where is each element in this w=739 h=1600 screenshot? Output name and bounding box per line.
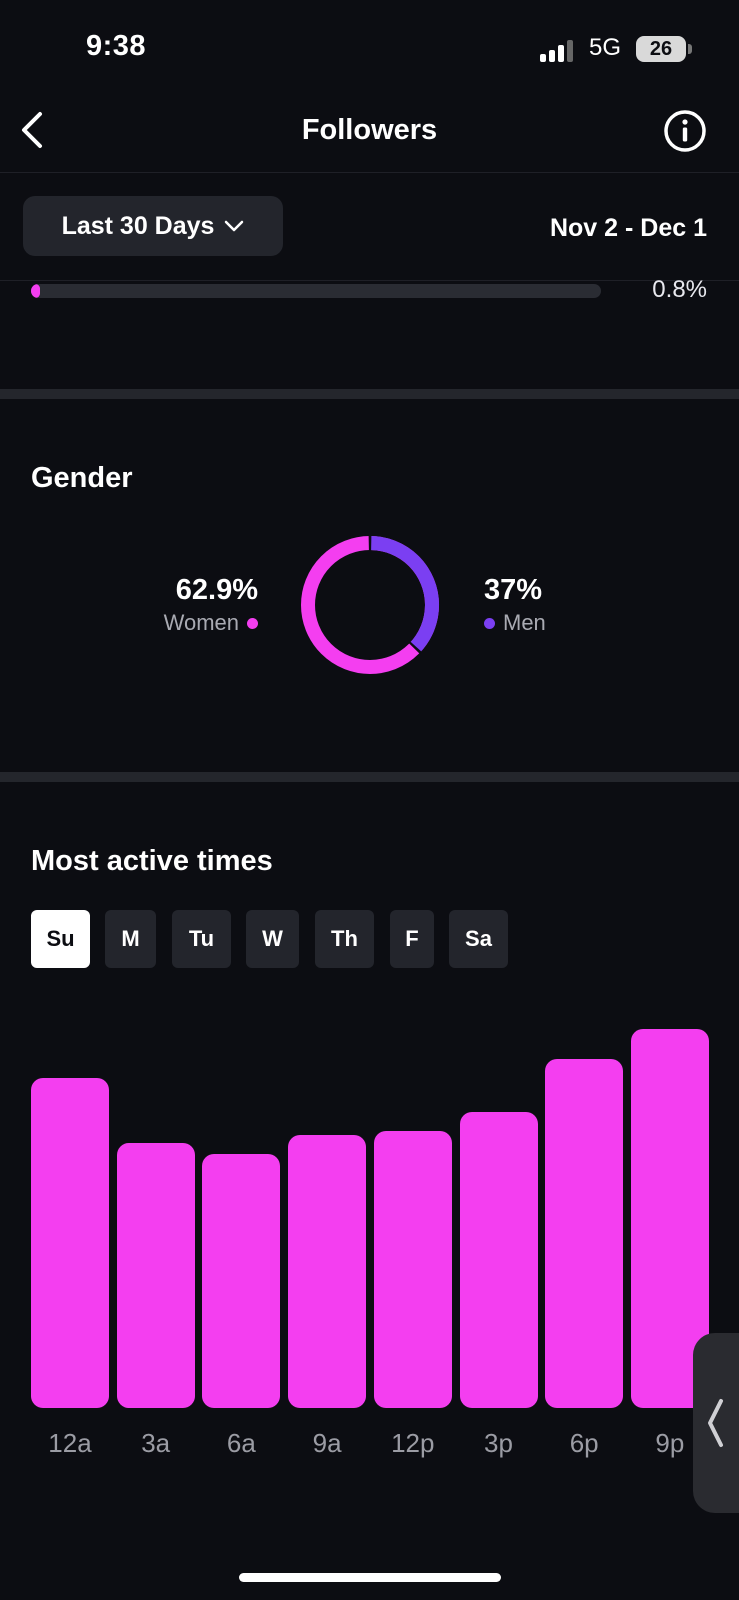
gender-title: Gender: [31, 462, 133, 494]
chart-bar-9a[interactable]: [288, 1135, 367, 1408]
men-stat: 37% Men: [484, 572, 624, 638]
chart-x-label: 12a: [48, 1428, 92, 1458]
info-icon[interactable]: [663, 109, 707, 153]
most-active-times-title: Most active times: [31, 845, 273, 877]
women-dot-icon: [247, 617, 258, 629]
signal-icon: [540, 38, 578, 62]
status-time: 9:38: [86, 30, 147, 62]
day-tab-tu[interactable]: Tu: [172, 910, 231, 968]
battery-icon: 26: [636, 36, 686, 62]
network-label: 5G: [589, 34, 622, 61]
location-percentage: 0.8%: [652, 276, 707, 303]
men-legend: Men: [484, 608, 624, 638]
date-range-dropdown-label: Last 30 Days: [61, 211, 215, 240]
chart-x-label: 3p: [484, 1428, 513, 1458]
day-tab-th[interactable]: Th: [315, 910, 374, 968]
chart-bar-6p[interactable]: [545, 1059, 624, 1408]
chart-x-label: 3a: [141, 1428, 171, 1458]
chart-bar-3p[interactable]: [459, 1112, 538, 1408]
side-panel-handle[interactable]: [693, 1333, 739, 1513]
home-indicator[interactable]: [239, 1573, 501, 1582]
page-title: Followers: [301, 114, 438, 146]
filter-divider: [0, 280, 739, 281]
day-tab-m[interactable]: M: [105, 910, 156, 968]
back-button[interactable]: [12, 108, 52, 152]
women-stat: 62.9% Women: [150, 572, 258, 638]
chart-x-label: 9a: [312, 1428, 342, 1458]
chart-x-label: 12p: [391, 1428, 435, 1458]
day-tab-sa[interactable]: Sa: [449, 910, 508, 968]
chart-bar-3a[interactable]: [116, 1142, 195, 1408]
chart-bar-12a[interactable]: [31, 1078, 109, 1408]
gender-donut-chart: [301, 535, 439, 674]
chevron-left-icon: [22, 112, 42, 148]
section-separator: [0, 389, 739, 399]
day-tab-f[interactable]: F: [390, 910, 434, 968]
chart-x-label: 6a: [226, 1428, 256, 1458]
chevron-down-icon: [225, 220, 244, 232]
men-label: Men: [503, 610, 546, 635]
location-progress-fill: [31, 284, 40, 298]
women-legend: Women: [150, 608, 258, 638]
location-progress-bar: [31, 284, 601, 298]
day-tab-su[interactable]: Su: [31, 910, 90, 968]
chevron-left-icon: [708, 1399, 723, 1447]
date-range-dropdown[interactable]: Last 30 Days: [23, 196, 283, 256]
men-percentage: 37%: [484, 574, 543, 606]
chart-x-label: 6p: [569, 1428, 599, 1458]
battery-cap: [688, 44, 692, 54]
date-range-text: Nov 2 - Dec 1: [549, 214, 707, 242]
women-label: Women: [163, 610, 239, 635]
chart-bar-12p[interactable]: [373, 1131, 452, 1408]
donut-men-segment: [369, 536, 439, 653]
chart-bar-6a[interactable]: [202, 1154, 281, 1408]
women-percentage: 62.9%: [175, 574, 258, 606]
day-tab-w[interactable]: W: [246, 910, 299, 968]
men-dot-icon: [484, 617, 495, 629]
section-separator: [0, 772, 739, 782]
header-divider: [0, 172, 739, 173]
donut-gap: [408, 641, 422, 655]
